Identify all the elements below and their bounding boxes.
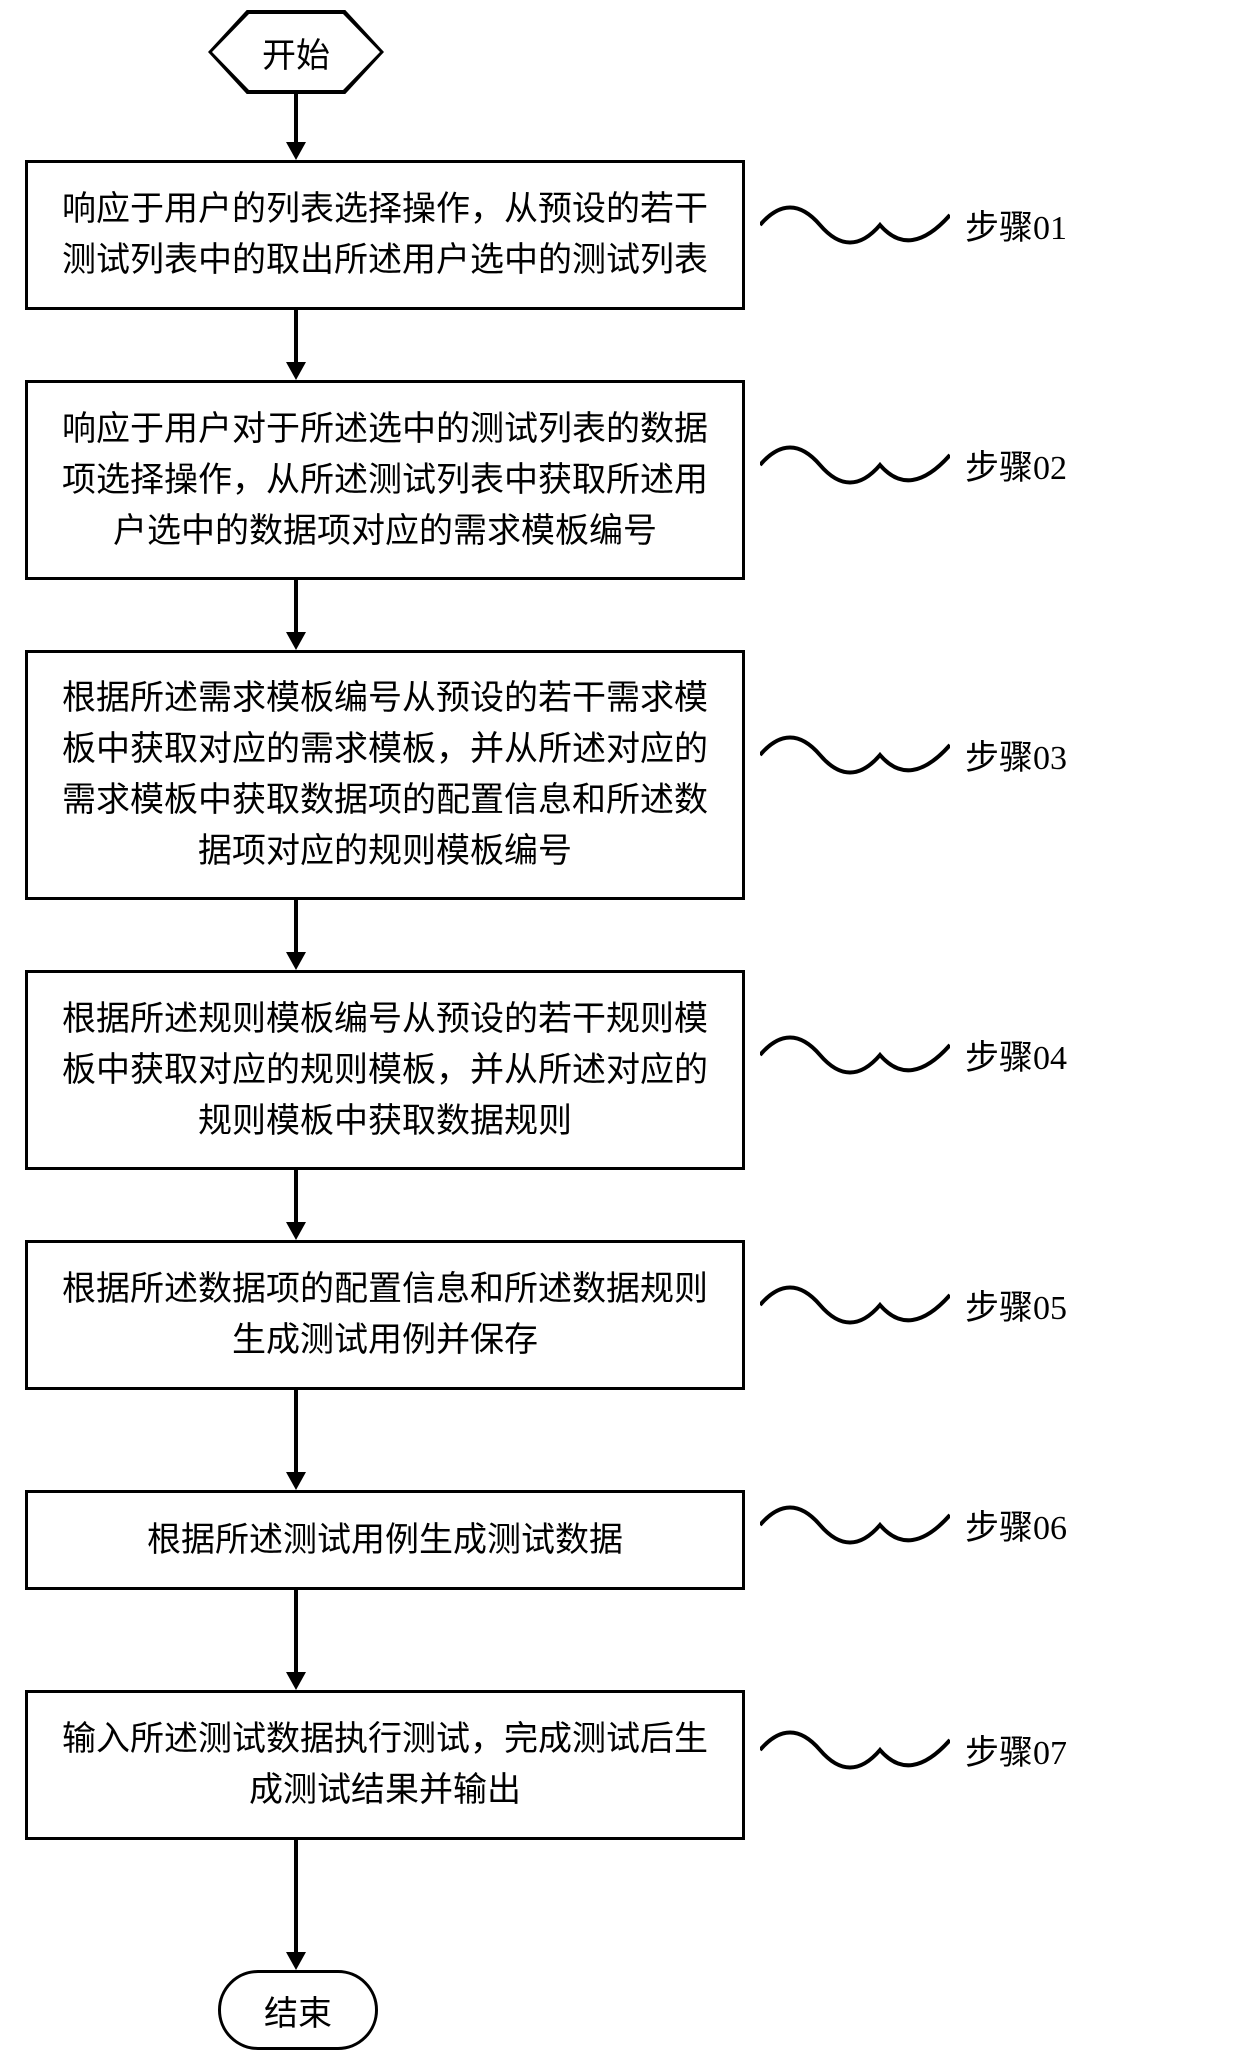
arrow-8-line	[294, 1840, 298, 1952]
step-label-7: 步骤07	[965, 1725, 1067, 1774]
process-step-3: 根据所述需求模板编号从预设的若干需求模板中获取对应的需求模板，并从所述对应的需求…	[25, 650, 745, 900]
arrow-6-head	[286, 1472, 306, 1490]
arrow-7-line	[294, 1590, 298, 1672]
arrow-1-line	[294, 94, 298, 142]
process-step-4: 根据所述规则模板编号从预设的若干规则模板中获取对应的规则模板，并从所述对应的规则…	[25, 970, 745, 1170]
arrow-3-head	[286, 632, 306, 650]
process-step-6: 根据所述测试用例生成测试数据	[25, 1490, 745, 1590]
process-step-6-text: 根据所述测试用例生成测试数据	[147, 1515, 623, 1566]
step-label-3: 步骤03	[965, 730, 1067, 779]
arrow-4-head	[286, 952, 306, 970]
process-step-2: 响应于用户对于所述选中的测试列表的数据项选择操作，从所述测试列表中获取所述用户选…	[25, 380, 745, 580]
arrow-8-head	[286, 1952, 306, 1970]
process-step-7: 输入所述测试数据执行测试，完成测试后生成测试结果并输出	[25, 1690, 745, 1840]
squiggle-connector-3	[760, 725, 950, 785]
process-step-3-text: 根据所述需求模板编号从预设的若干需求模板中获取对应的需求模板，并从所述对应的需求…	[48, 673, 722, 877]
step-label-6: 步骤06	[965, 1500, 1067, 1549]
arrow-3-line	[294, 580, 298, 632]
arrow-7-head	[286, 1672, 306, 1690]
step-label-4: 步骤04	[965, 1030, 1067, 1079]
start-label: 开始	[262, 28, 330, 77]
squiggle-connector-5	[760, 1275, 950, 1335]
step-label-2: 步骤02	[965, 440, 1067, 489]
end-terminator: 结束	[218, 1970, 378, 2050]
step-label-5: 步骤05	[965, 1280, 1067, 1329]
end-label: 结束	[264, 1986, 332, 2035]
process-step-1: 响应于用户的列表选择操作，从预设的若干测试列表中的取出所述用户选中的测试列表	[25, 160, 745, 310]
arrow-6-line	[294, 1390, 298, 1472]
arrow-5-head	[286, 1222, 306, 1240]
process-step-5: 根据所述数据项的配置信息和所述数据规则生成测试用例并保存	[25, 1240, 745, 1390]
process-step-5-text: 根据所述数据项的配置信息和所述数据规则生成测试用例并保存	[48, 1264, 722, 1366]
process-step-4-text: 根据所述规则模板编号从预设的若干规则模板中获取对应的规则模板，并从所述对应的规则…	[48, 994, 722, 1147]
squiggle-connector-2	[760, 435, 950, 495]
step-label-1: 步骤01	[965, 200, 1067, 249]
process-step-7-text: 输入所述测试数据执行测试，完成测试后生成测试结果并输出	[48, 1714, 722, 1816]
arrow-2-head	[286, 362, 306, 380]
squiggle-connector-4	[760, 1025, 950, 1085]
flowchart-canvas: 开始 响应于用户的列表选择操作，从预设的若干测试列表中的取出所述用户选中的测试列…	[0, 0, 1240, 2069]
process-step-1-text: 响应于用户的列表选择操作，从预设的若干测试列表中的取出所述用户选中的测试列表	[48, 184, 722, 286]
process-step-2-text: 响应于用户对于所述选中的测试列表的数据项选择操作，从所述测试列表中获取所述用户选…	[48, 404, 722, 557]
arrow-4-line	[294, 900, 298, 952]
squiggle-connector-6	[760, 1495, 950, 1555]
squiggle-connector-7	[760, 1720, 950, 1780]
squiggle-connector-1	[760, 195, 950, 255]
arrow-2-line	[294, 310, 298, 362]
arrow-5-line	[294, 1170, 298, 1222]
arrow-1-head	[286, 142, 306, 160]
